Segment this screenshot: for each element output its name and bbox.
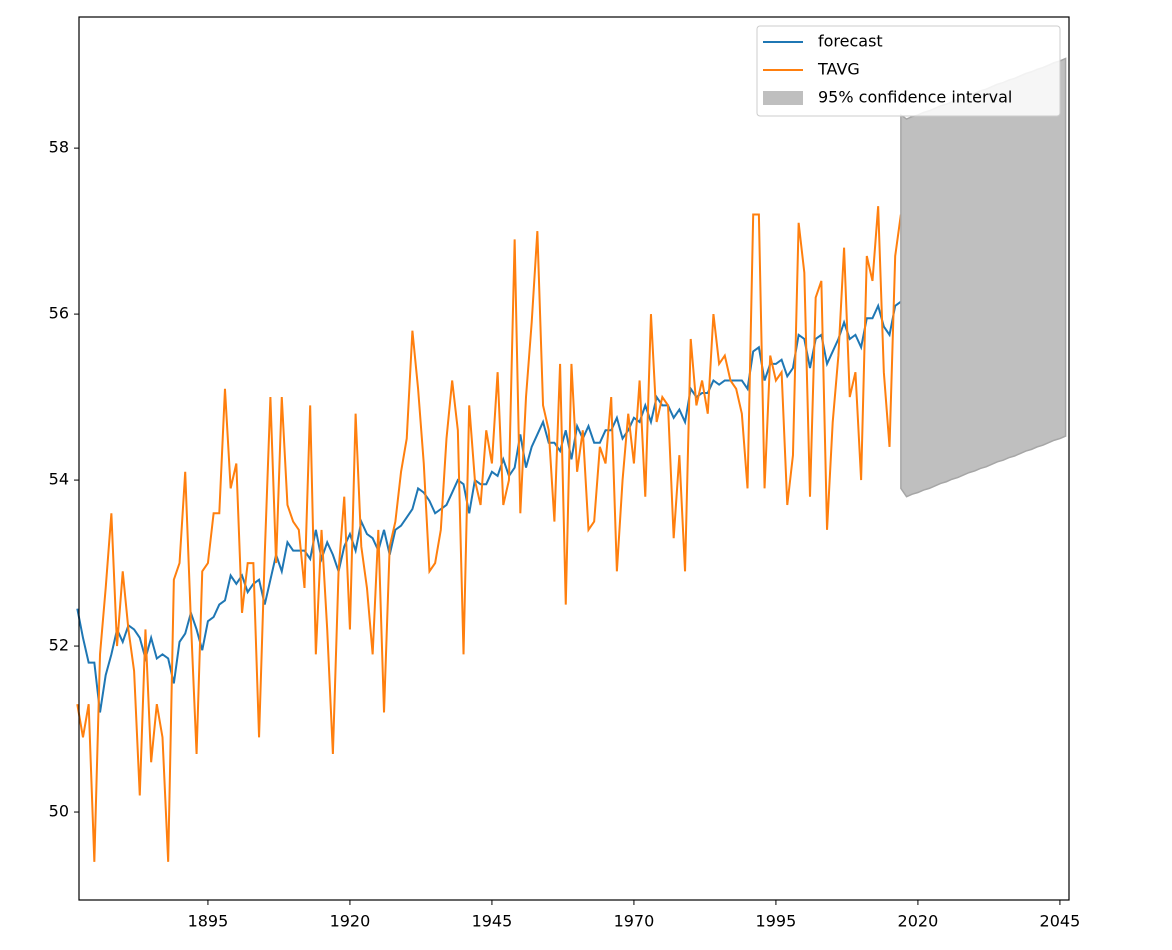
x-tick-label: 2045 [1040,912,1081,931]
y-tick-label: 58 [49,138,69,157]
y-tick-label: 52 [49,636,69,655]
confidence-band [900,57,1067,498]
x-tick-label: 1920 [330,912,371,931]
legend-label: TAVG [817,60,860,79]
legend-label: forecast [818,32,883,51]
x-tick-label: 1895 [188,912,229,931]
x-tick-label: 1945 [472,912,513,931]
y-tick-label: 54 [49,470,69,489]
y-tick-label: 50 [49,802,69,821]
legend-label: 95% confidence interval [818,88,1012,107]
legend-box [756,25,1061,117]
legend-swatch [763,91,803,105]
y-tick-label: 56 [49,304,69,323]
series-line [76,206,902,862]
x-tick-label: 1995 [756,912,797,931]
x-tick-label: 2020 [898,912,939,931]
plot-frame [78,16,1070,901]
x-tick-label: 1970 [614,912,655,931]
